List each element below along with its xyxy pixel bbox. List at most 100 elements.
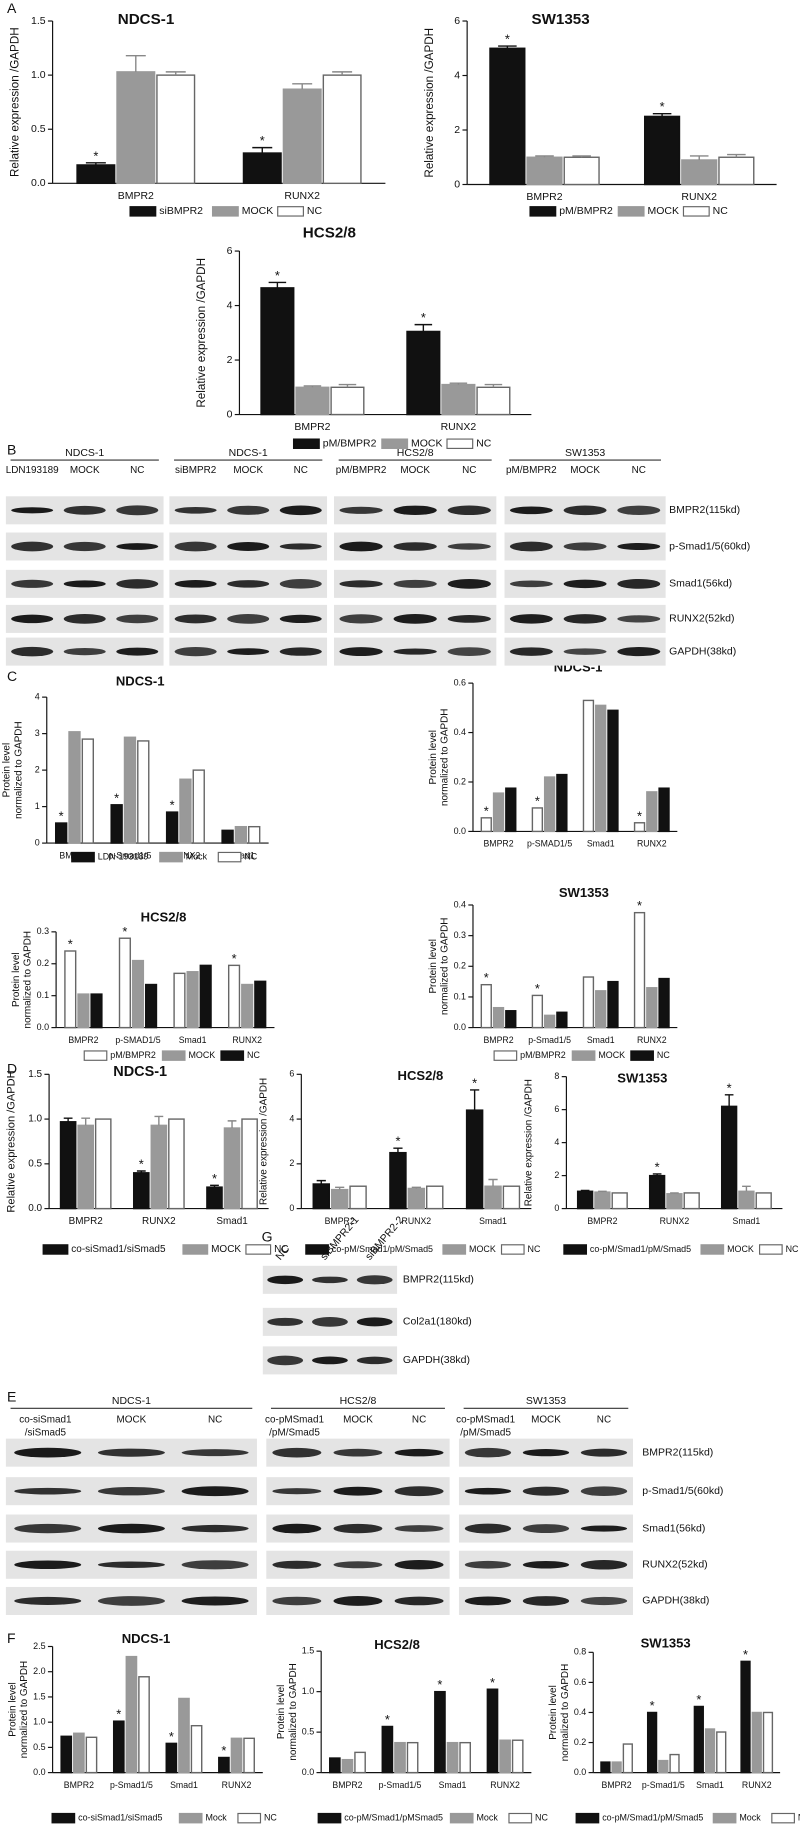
- bar: [260, 287, 295, 416]
- blot-band: [339, 541, 383, 552]
- bar: [556, 1011, 568, 1029]
- significance-mark: *: [122, 924, 127, 939]
- blot-band: [14, 1447, 82, 1458]
- legend-swatch: [71, 851, 95, 863]
- bar: [716, 1731, 727, 1774]
- significance-mark: *: [421, 310, 426, 325]
- y-tick-label: 1.5: [28, 1069, 42, 1080]
- bar: [330, 1188, 349, 1210]
- lane-label: NC: [412, 1415, 426, 1426]
- legend-label: pM/BMPR2: [520, 1050, 566, 1060]
- x-tick-label: BMPR2: [587, 1216, 617, 1226]
- blot-band: [509, 506, 553, 515]
- bar: [218, 1756, 230, 1774]
- legend-swatch: [563, 1244, 588, 1255]
- blot-band: [394, 1596, 444, 1606]
- legend-swatch: [446, 438, 474, 449]
- y-tick-label: 0.0: [302, 1767, 314, 1777]
- bar: [543, 1014, 556, 1029]
- legend-label: NC: [798, 1813, 800, 1823]
- legend-label: NC: [244, 851, 257, 861]
- bar: [406, 1741, 419, 1774]
- significance-mark: *: [395, 1134, 400, 1149]
- blot-band: [116, 579, 159, 589]
- y-axis-label: normalized to GAPDH: [23, 931, 34, 1028]
- blot-band: [509, 647, 553, 656]
- error-bar: [484, 383, 503, 388]
- bar: [646, 1711, 658, 1774]
- bar: [492, 792, 505, 833]
- error-bar: [268, 281, 287, 288]
- panel-label: B: [7, 441, 16, 457]
- chart-title: SW1353: [559, 885, 609, 900]
- y-tick-label: 6: [289, 1069, 294, 1079]
- y-tick-label: 1.0: [33, 1717, 45, 1727]
- lane-label: NC: [632, 465, 646, 476]
- blot-band: [356, 1356, 393, 1365]
- bar: [330, 386, 365, 416]
- blot-band: [279, 647, 322, 656]
- bar: [178, 1697, 190, 1774]
- significance-mark: *: [169, 1729, 174, 1744]
- legend-swatch: [182, 1244, 209, 1255]
- blot-band: [563, 614, 607, 624]
- blot-band: [116, 543, 159, 550]
- error-bar: [580, 1189, 590, 1192]
- bar: [486, 1688, 499, 1774]
- legend-label: pM/BMPR2: [559, 205, 613, 217]
- legend-label: MOCK: [648, 205, 680, 217]
- bar: [480, 983, 492, 1029]
- bar: [607, 709, 619, 833]
- bar: [282, 88, 322, 185]
- bar: [241, 1118, 258, 1210]
- y-tick-label: 0.0: [37, 1022, 49, 1032]
- chart-title: HCS2/8: [398, 1068, 444, 1083]
- y-tick-label: 0.0: [574, 1767, 586, 1777]
- legend-label: NC: [274, 1244, 288, 1255]
- y-tick-label: 0.5: [33, 1742, 45, 1752]
- lane-label: pM/BMPR2: [506, 465, 557, 476]
- bar: [502, 1185, 521, 1210]
- blot-band: [97, 1486, 165, 1496]
- blot-band: [447, 647, 491, 656]
- bar: [179, 778, 192, 844]
- bar: [85, 1736, 98, 1774]
- bar: [118, 937, 131, 1029]
- x-tick-label: BMPR2: [64, 1780, 94, 1790]
- y-tick-label: 2: [289, 1158, 294, 1168]
- legend-swatch: [277, 206, 304, 217]
- x-tick-label: RUNX2: [142, 1216, 176, 1227]
- bar: [531, 807, 544, 833]
- blot-row-label: GAPDH(38kd): [669, 645, 736, 657]
- x-tick-label: p-Smad1/5: [109, 850, 152, 860]
- y-tick-label: 4: [554, 1137, 559, 1147]
- lane-label: MOCK: [343, 1415, 373, 1426]
- blot-title: SW1353: [526, 1395, 566, 1407]
- legend-label: siBMPR2: [159, 205, 203, 217]
- legend-label: NC: [713, 205, 729, 217]
- blot-band: [522, 1486, 570, 1496]
- blot-band: [393, 614, 437, 624]
- x-tick-label: RUNX2: [171, 850, 201, 860]
- error-bar: [338, 383, 357, 388]
- bar: [718, 156, 755, 186]
- bar: [173, 972, 186, 1029]
- legend-label: MOCK: [411, 438, 443, 450]
- bar: [633, 911, 646, 1029]
- blot-band: [617, 578, 661, 589]
- error-bar: [470, 1089, 480, 1111]
- significance-mark: *: [535, 981, 540, 996]
- significance-mark: *: [93, 148, 98, 163]
- bar: [312, 1183, 330, 1210]
- error-bar: [154, 1115, 164, 1126]
- y-tick-label: 0: [554, 1203, 559, 1213]
- blot-band: [267, 1317, 304, 1326]
- error-bar: [210, 1184, 219, 1188]
- error-bar: [136, 1170, 146, 1173]
- bar: [381, 1725, 394, 1774]
- bar: [168, 1118, 185, 1210]
- significance-mark: *: [232, 951, 237, 966]
- y-tick-label: 0.0: [28, 1203, 42, 1214]
- legend-label: co-pM/Smad1/pM/Smad5: [602, 1813, 703, 1823]
- bar: [480, 817, 492, 833]
